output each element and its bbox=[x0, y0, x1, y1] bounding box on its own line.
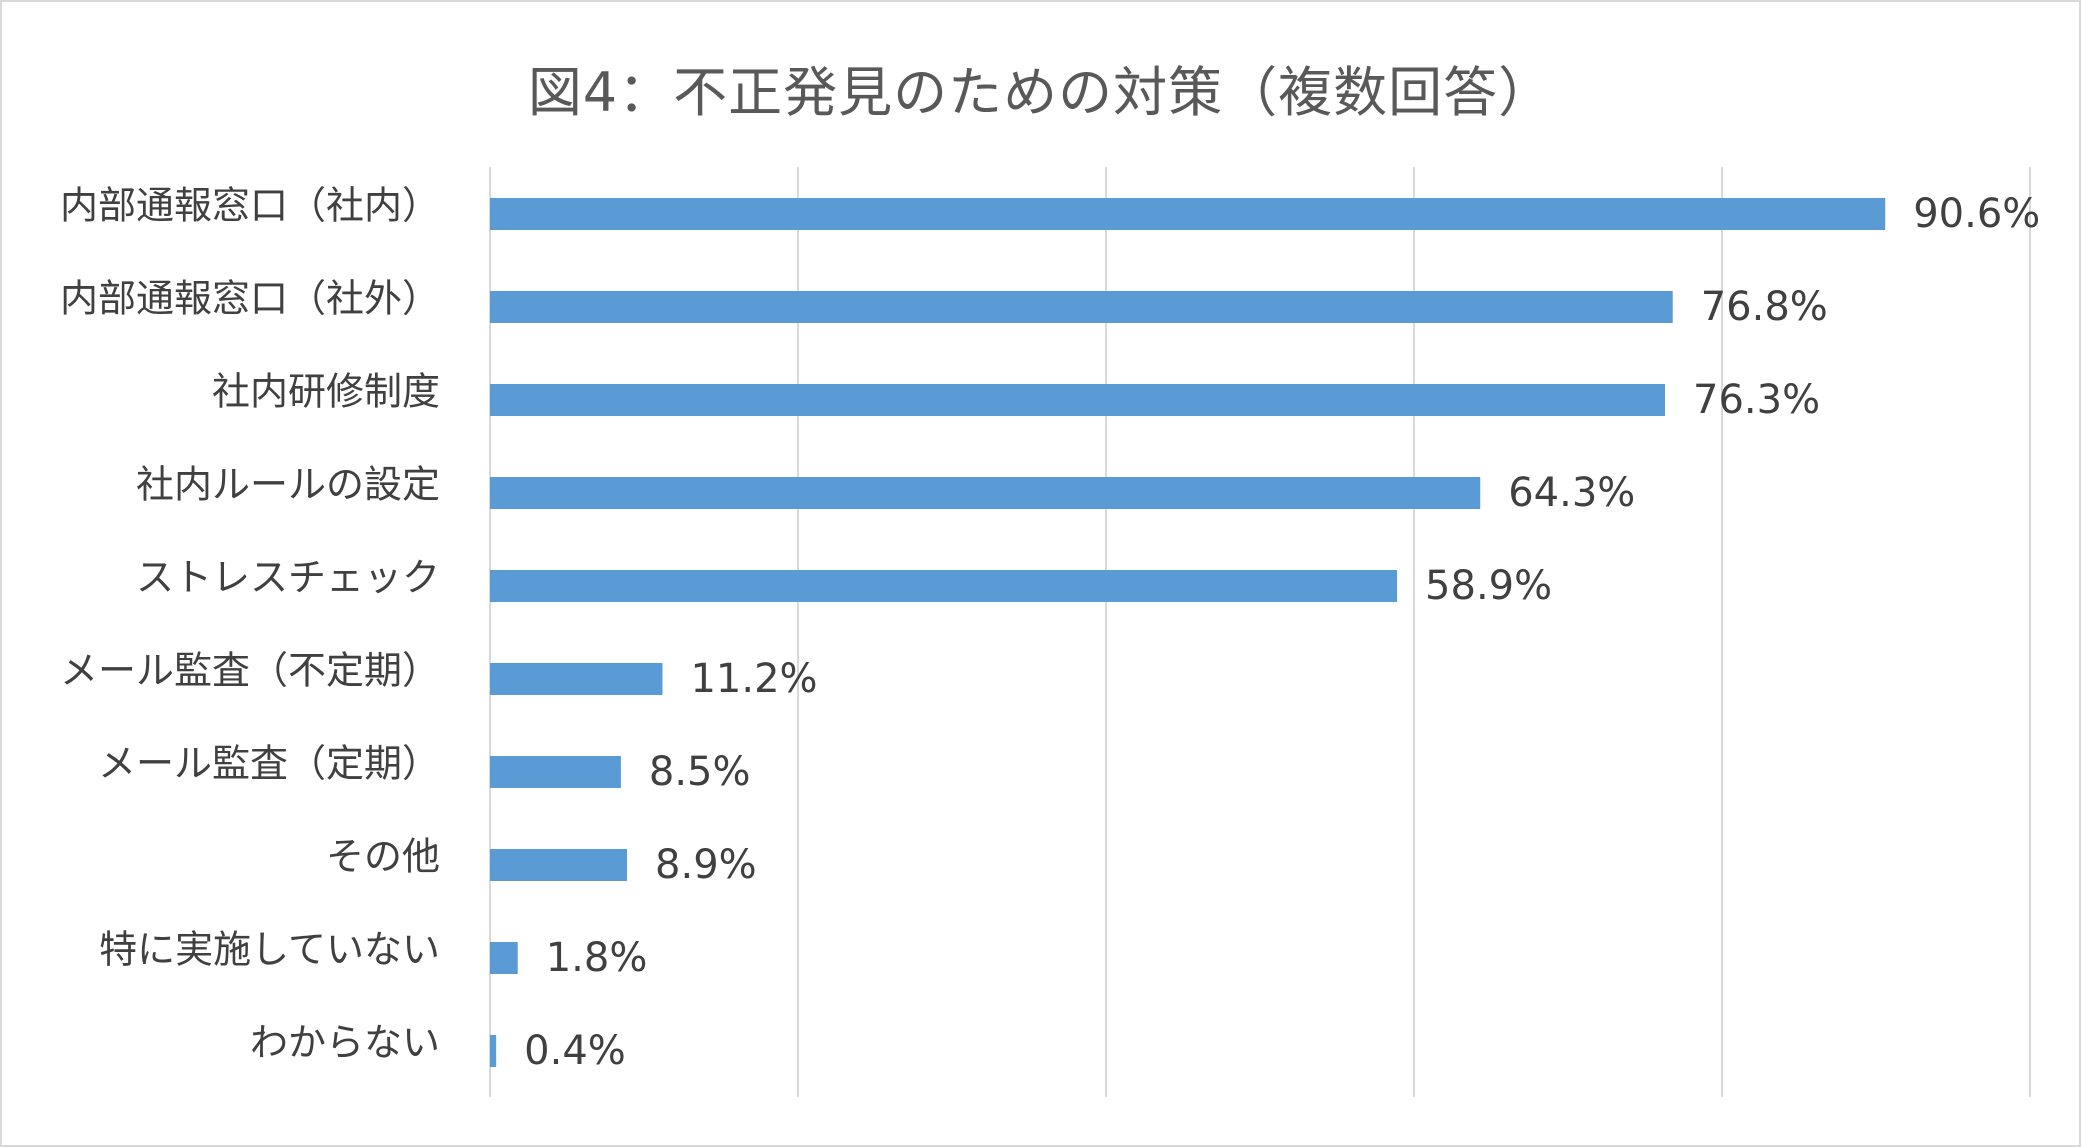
bar bbox=[490, 570, 1398, 602]
category-label: わからない bbox=[250, 1021, 440, 1065]
bar bbox=[490, 756, 621, 788]
data-label: 8.5% bbox=[649, 749, 751, 795]
data-label: 11.2% bbox=[690, 656, 817, 702]
data-label: 58.9% bbox=[1425, 563, 1552, 609]
category-label: 社内研修制度 bbox=[212, 370, 440, 414]
bar bbox=[490, 291, 1673, 323]
category-label: 特に実施していない bbox=[99, 928, 440, 972]
data-label: 76.3% bbox=[1693, 377, 1820, 423]
data-label: 8.9% bbox=[655, 842, 757, 888]
bar bbox=[490, 1035, 497, 1067]
bar bbox=[490, 198, 1886, 230]
bar bbox=[490, 384, 1666, 416]
bar bbox=[490, 849, 628, 881]
category-label: 社内ルールの設定 bbox=[136, 463, 440, 507]
bars bbox=[490, 198, 1886, 1067]
bar bbox=[490, 663, 663, 695]
category-label: その他 bbox=[326, 835, 440, 879]
bar bbox=[490, 942, 518, 974]
category-label: 内部通報窓口（社外） bbox=[60, 277, 440, 321]
labels: 内部通報窓口（社内） 90.6% 内部通報窓口（社外） 76.8% 社内研修制度 76.3… bbox=[60, 184, 2040, 1075]
data-label: 64.3% bbox=[1508, 470, 1635, 516]
category-label: 内部通報窓口（社内） bbox=[60, 184, 440, 228]
data-label: 0.4% bbox=[524, 1028, 626, 1074]
data-label: 90.6% bbox=[1913, 191, 2040, 237]
data-label: 1.8% bbox=[546, 935, 648, 981]
category-label: メール監査（不定期） bbox=[60, 649, 440, 693]
data-label: 76.8% bbox=[1701, 284, 1828, 330]
category-label: ストレスチェック bbox=[136, 556, 440, 600]
chart-title: 図4：不正発見のための対策（複数回答） bbox=[527, 61, 1554, 124]
bar bbox=[490, 477, 1481, 509]
category-label: メール監査（定期） bbox=[98, 742, 440, 786]
